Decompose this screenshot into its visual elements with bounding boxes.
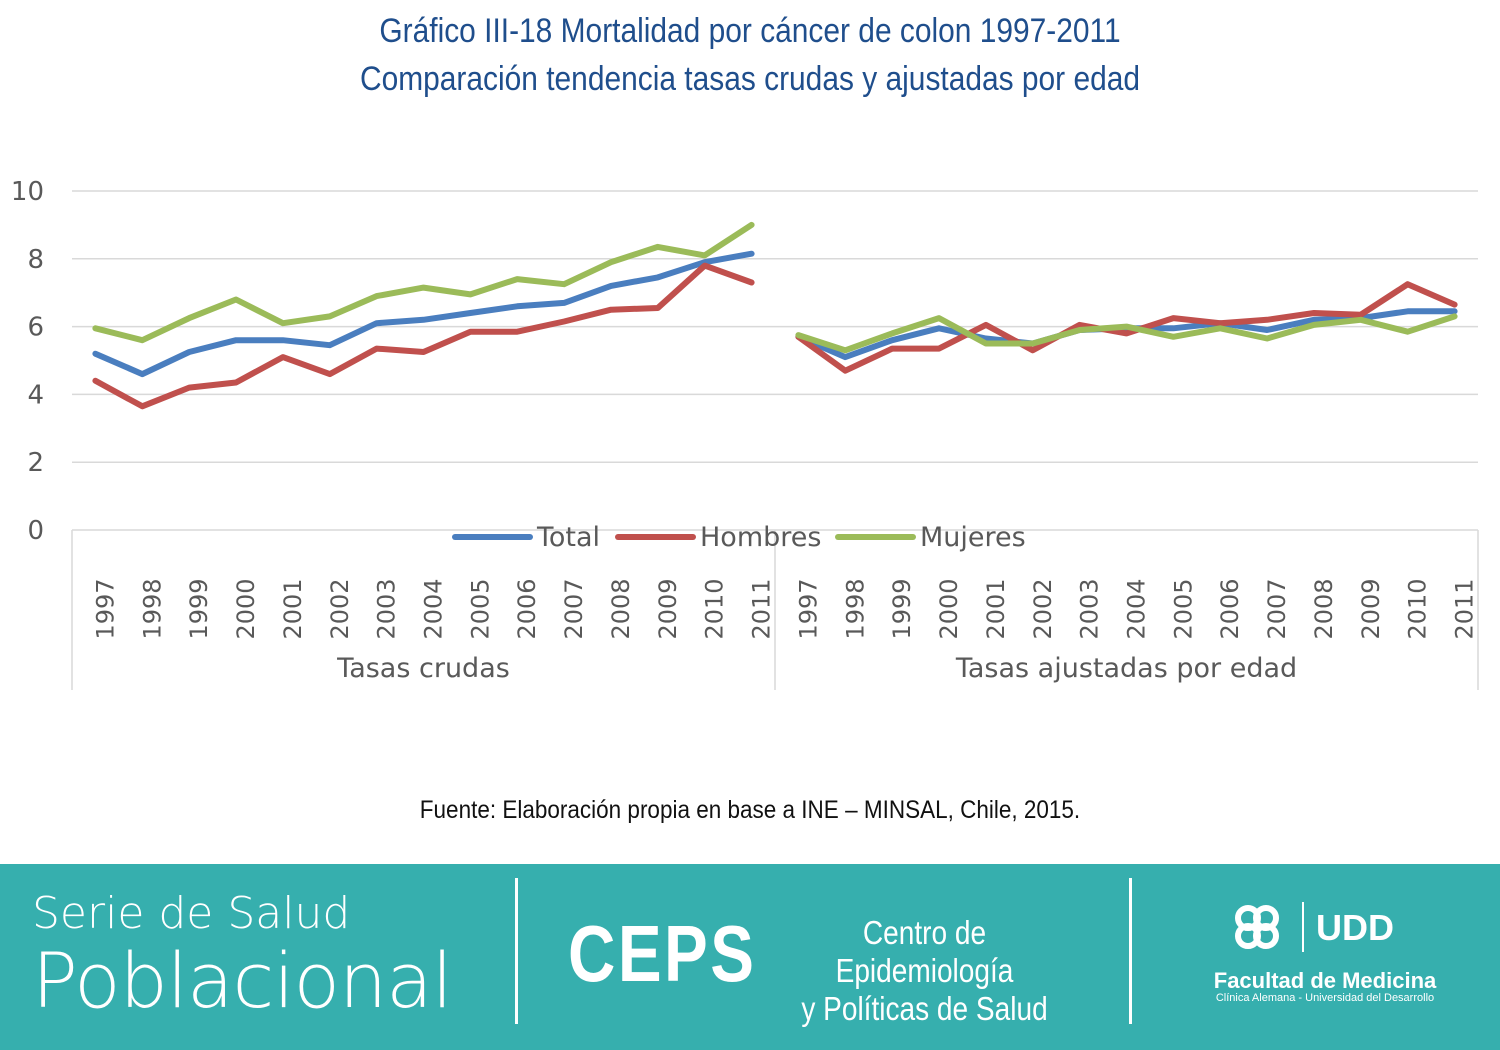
x-tick-label: 2003 (1076, 578, 1104, 639)
y-tick-label: 10 (11, 177, 44, 207)
y-tick-label: 2 (27, 448, 44, 478)
x-tick-label: 2000 (232, 578, 260, 639)
x-tick-label: 2002 (326, 578, 354, 639)
source-note: Fuente: Elaboración propia en base a INE… (419, 796, 1081, 824)
x-tick-label: 2007 (1263, 578, 1291, 639)
x-tick-label: 1997 (91, 578, 119, 639)
x-tick-label: 1998 (841, 578, 869, 639)
x-tick-label: 2006 (1216, 578, 1244, 639)
legend-label-total: Total (536, 522, 600, 553)
series-line-total (92, 250, 755, 378)
series-title-line2: Poblacional (32, 936, 453, 1025)
x-tick-label: 2008 (607, 578, 635, 639)
x-tick-label: 2000 (935, 578, 963, 639)
x-tick-label: 2007 (560, 578, 588, 639)
x-tick-label: 2004 (420, 578, 448, 639)
medical-cross-icon (1235, 905, 1279, 949)
faculty-title: Facultad de Medicina (1213, 968, 1437, 993)
udd-wordmark: UDD (1316, 907, 1394, 948)
x-tick-label: 2001 (279, 578, 307, 639)
x-tick-label: 2010 (701, 578, 729, 639)
x-tick-label: 2003 (373, 578, 401, 639)
series-line-hombres (92, 262, 755, 410)
footer-banner: Serie de Salud Poblacional CEPS Centro d… (0, 864, 1500, 1050)
x-tick-label: 1997 (794, 578, 822, 639)
x-tick-label: 2011 (748, 578, 776, 639)
x-tick-label: 2009 (654, 578, 682, 639)
x-tick-label: 2004 (1123, 578, 1151, 639)
y-tick-label: 4 (27, 380, 44, 410)
logo-divider (1302, 902, 1304, 952)
group-label: Tasas crudas (336, 653, 510, 684)
x-tick-label: 1999 (888, 578, 916, 639)
x-tick-label: 1998 (138, 578, 166, 639)
x-tick-label: 2005 (466, 578, 494, 639)
series-line-hombres (795, 281, 1458, 374)
legend-label-mujeres: Mujeres (920, 522, 1026, 553)
x-tick-label: 2005 (1169, 578, 1197, 639)
x-tick-label: 2008 (1310, 578, 1338, 639)
faculty-subtitle: Clínica Alemana - Universidad del Desarr… (1215, 992, 1435, 1004)
y-tick-label: 6 (27, 313, 44, 343)
series-line-mujeres (92, 221, 755, 344)
ceps-logo-text: CEPS (568, 909, 757, 998)
x-tick-label: 2002 (1029, 578, 1057, 639)
x-tick-label: 2001 (982, 578, 1010, 639)
ceps-name-line1: Centro de Epidemiología (835, 914, 1014, 989)
series-title-line1: Serie de Salud (32, 888, 351, 939)
y-tick-label: 0 (27, 516, 44, 546)
udd-logo: UDD (1235, 902, 1394, 952)
group-label: Tasas ajustadas por edad (955, 653, 1297, 684)
ceps-name-line2: y Políticas de Salud (801, 990, 1048, 1027)
chart-subtitle: Comparación tendencia tasas crudas y aju… (359, 60, 1141, 98)
x-tick-label: 2006 (513, 578, 541, 639)
x-tick-label: 1999 (185, 578, 213, 639)
ceps-full-name: Centro de Epidemiología y Políticas de S… (780, 914, 1069, 1028)
chart-title: Gráfico III-18 Mortalidad por cáncer de … (379, 12, 1121, 50)
x-tick-label: 2009 (1357, 578, 1385, 639)
series-line-mujeres (795, 313, 1458, 354)
y-tick-label: 8 (27, 245, 44, 275)
footer-divider (515, 878, 518, 1024)
x-tick-label: 2011 (1451, 578, 1479, 639)
legend-label-hombres: Hombres (700, 522, 821, 553)
x-tick-label: 2010 (1404, 578, 1432, 639)
line-chart: 0 2 4 6 8 10 1997 1998 1999 2000 2001 2002 2003 2004 2… (11, 177, 1479, 690)
footer-divider (1129, 878, 1132, 1024)
